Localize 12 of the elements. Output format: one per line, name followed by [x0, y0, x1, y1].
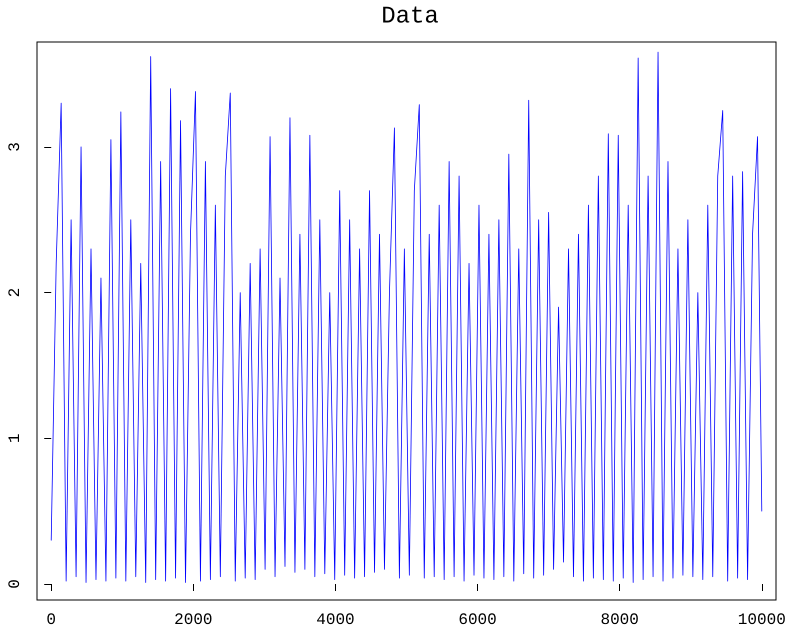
- x-tick-label: 2000: [174, 611, 213, 629]
- chart-title: Data: [381, 4, 439, 30]
- y-tick-label: 2: [6, 288, 24, 298]
- x-tick-label: 8000: [600, 611, 639, 629]
- x-tick-label: 0: [46, 611, 56, 629]
- y-tick-label: 1: [6, 433, 24, 444]
- x-tick-label: 6000: [458, 611, 497, 629]
- y-tick-label: 0: [6, 579, 24, 589]
- line-series: [50, 52, 762, 583]
- x-tick-label: 10000: [738, 611, 786, 629]
- x-tick-label: 4000: [316, 611, 355, 629]
- y-tick-label: 3: [6, 142, 24, 152]
